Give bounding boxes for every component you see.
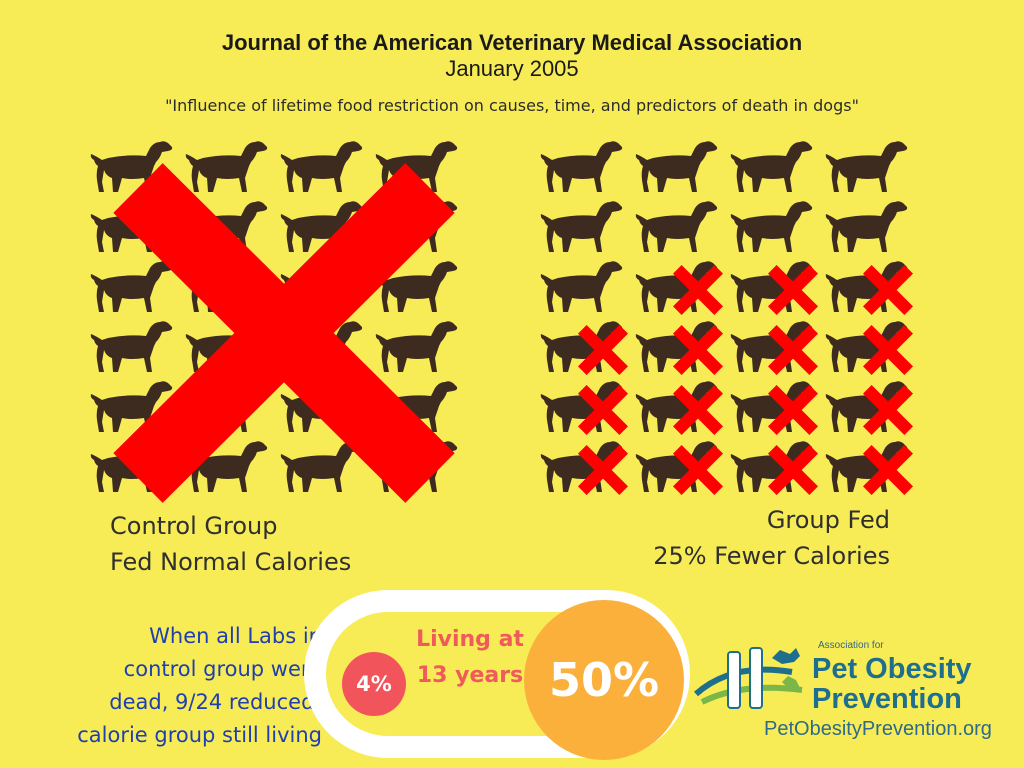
dog-icon [823, 378, 913, 435]
dog-icon [823, 138, 909, 194]
red-x-icon [768, 265, 818, 315]
dog-icon [88, 258, 174, 314]
dog-icon [183, 438, 269, 494]
dog-icon [373, 378, 459, 434]
website-link[interactable]: PetObesityPrevention.org [764, 718, 992, 740]
dog-icon [278, 438, 364, 494]
logo-line1: Pet Obesity [812, 653, 972, 685]
dog-icon [728, 318, 818, 375]
dog-icon [538, 438, 628, 495]
dog-icon [538, 378, 628, 435]
red-x-icon [768, 325, 818, 375]
control-label: Control Group Fed Normal Calories [110, 508, 351, 580]
summary-note-line: control group were [123, 657, 322, 681]
dog-icon [633, 198, 719, 254]
red-x-icon [768, 385, 818, 435]
red-x-icon [578, 445, 628, 495]
control-percent-badge: 4% [342, 652, 406, 716]
restricted-group-dogs [538, 138, 918, 508]
dog-icon [728, 438, 818, 495]
summary-note-line: dead, 9/24 reduced- [109, 690, 322, 714]
red-x-icon [863, 445, 913, 495]
dog-icon [823, 318, 913, 375]
dog-icon [373, 258, 459, 314]
pet-obesity-logo-icon [694, 647, 803, 709]
red-x-icon [863, 325, 913, 375]
red-x-icon [673, 325, 723, 375]
living-label: Living at 13 years [400, 622, 540, 694]
dog-icon [88, 318, 174, 374]
publication-date: January 2005 [445, 56, 579, 81]
dog-icon [823, 198, 909, 254]
dog-icon [538, 138, 624, 194]
dog-icon [633, 138, 719, 194]
summary-note-line: When all Labs in [149, 624, 322, 648]
dog-icon [278, 138, 364, 194]
dog-icon [278, 198, 364, 254]
red-x-icon [863, 385, 913, 435]
dog-icon [728, 138, 814, 194]
dog-icon [538, 318, 628, 375]
red-x-icon [673, 265, 723, 315]
dog-icon [373, 138, 459, 194]
living-label-line1: Living at [416, 627, 524, 652]
dog-icon [183, 138, 269, 194]
dog-icon [728, 198, 814, 254]
logo-line2: Prevention [812, 683, 962, 715]
red-x-icon [578, 325, 628, 375]
dog-icon [373, 318, 459, 374]
living-label-line2: 13 years [416, 663, 524, 688]
dog-icon [728, 258, 818, 315]
big-red-x-icon [113, 163, 455, 503]
red-x-icon [768, 445, 818, 495]
restricted-label-line1: Group Fed [766, 506, 890, 534]
summary-note-line: calorie group still living [77, 723, 322, 747]
dog-icon [633, 318, 723, 375]
dog-icon [633, 258, 723, 315]
summary-note: When all Labs in control group were dead… [60, 620, 322, 752]
red-x-icon [578, 385, 628, 435]
dog-icon [633, 438, 723, 495]
red-x-icon [863, 265, 913, 315]
restricted-label: Group Fed 25% Fewer Calories [600, 502, 890, 574]
journal-title: Journal of the American Veterinary Medic… [221, 30, 803, 55]
logo-small-text: Association for [818, 640, 884, 651]
dog-icon [88, 378, 174, 434]
control-label-line2: Fed Normal Calories [110, 548, 352, 576]
dog-icon [633, 378, 723, 435]
dog-icon [538, 258, 624, 314]
red-x-icon [673, 445, 723, 495]
restricted-label-line2: 25% Fewer Calories [653, 542, 890, 570]
dog-icon [728, 378, 818, 435]
dog-icon [538, 198, 624, 254]
dog-icon [823, 258, 913, 315]
red-x-icon [673, 385, 723, 435]
study-title: "Influence of lifetime food restriction … [165, 96, 859, 115]
dog-icon [823, 438, 913, 495]
dog-icon [88, 138, 174, 194]
control-label-line1: Control Group [110, 512, 278, 540]
restricted-percent-badge: 50% [524, 600, 684, 760]
